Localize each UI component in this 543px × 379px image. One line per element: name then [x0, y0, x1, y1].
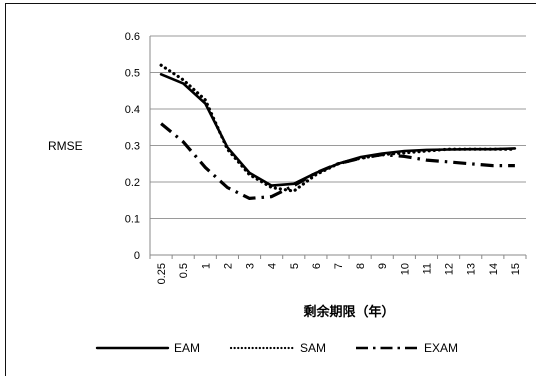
x-tick-label: 2	[222, 263, 234, 269]
legend-item-exam: EXAM	[356, 341, 458, 355]
y-tick-label: 0.3	[125, 141, 140, 153]
y-tick-label: 0	[134, 250, 140, 262]
x-tick-label: 12	[444, 263, 456, 275]
gridlines	[150, 35, 526, 256]
y-axis-label: RMSE	[48, 139, 83, 153]
x-tick-label: 0.5	[178, 263, 190, 278]
x-tick-label: 1	[200, 263, 212, 269]
axes: 00.10.20.30.40.50.60.25 0.5 1 2 3 4 5 6 7 8 9 10 11 1…	[125, 31, 527, 284]
legend: EAM SAM EXAM	[95, 341, 458, 355]
x-tick-label: 8	[355, 263, 367, 269]
series-line-exam	[160, 122, 515, 200]
x-tick-label: 11	[421, 263, 433, 274]
series-line-sam	[159, 63, 517, 193]
series-lines	[159, 63, 517, 200]
y-tick-label: 0.2	[125, 177, 140, 189]
x-tick-label: 5	[289, 263, 301, 269]
legend-label: EAM	[174, 341, 200, 355]
x-tick-label: 0.25	[156, 263, 168, 284]
series-line-eam	[159, 73, 517, 187]
x-tick-label: 7	[333, 263, 345, 269]
legend-label: EXAM	[424, 341, 458, 355]
x-tick-label: 10	[399, 263, 411, 275]
x-tick-label: 4	[267, 263, 279, 269]
y-tick-label: 0.6	[125, 31, 140, 43]
y-tick-label: 0.1	[125, 214, 140, 226]
x-tick-label: 3	[245, 263, 257, 269]
x-axis-label: 剩余期限（年）	[303, 304, 394, 319]
x-tick-label: 6	[311, 263, 323, 269]
x-tick-label: 14	[488, 263, 500, 275]
legend-item-eam: EAM	[95, 341, 200, 355]
y-tick-label: 0.5	[125, 68, 140, 80]
legend-item-sam: SAM	[229, 341, 326, 355]
x-tick-label: 13	[466, 263, 478, 275]
x-tick-label: 9	[377, 263, 389, 269]
chart-frame	[5, 3, 536, 376]
y-tick-label: 0.4	[125, 104, 140, 116]
legend-label: SAM	[300, 341, 326, 355]
x-tick-label: 15	[510, 263, 522, 275]
